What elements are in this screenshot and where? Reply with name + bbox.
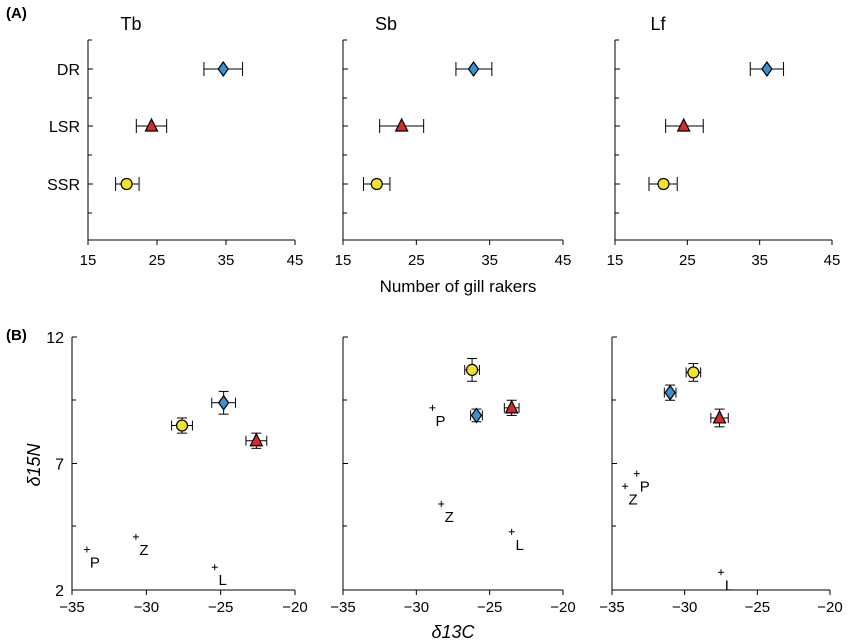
x-tick-label: −30 (134, 599, 159, 616)
data-point (504, 399, 519, 414)
x-tick-label: 15 (607, 252, 624, 269)
data-point (712, 409, 727, 424)
x-tick-label: 25 (408, 252, 425, 269)
x-axis-label: δ13C (431, 622, 475, 642)
isotope-point-triangle (503, 399, 520, 416)
data-point-dr (467, 60, 480, 78)
x-tick-label: 25 (149, 252, 166, 269)
prey-label: P (435, 413, 445, 430)
category-label-lsr: LSR (49, 119, 80, 136)
isotope-point-triangle (245, 432, 268, 449)
x-tick-label: −35 (599, 599, 624, 616)
data-point-ssr (370, 177, 383, 191)
prey-label: L (219, 572, 227, 589)
prey-label: Z (445, 509, 454, 526)
prey-z: Z (438, 500, 454, 526)
data-point (470, 407, 483, 424)
isotope-point-diamond (211, 390, 237, 415)
data-point-ssr (657, 177, 670, 191)
prey-label: Z (628, 491, 637, 508)
x-tick-label: −30 (404, 599, 429, 616)
y-tick-label: 12 (46, 330, 64, 347)
panel-label-b: (B) (6, 327, 27, 344)
gill-raker-panel-lf: Lf 15 25 35 45 (607, 14, 841, 269)
x-tick-label: −35 (330, 599, 355, 616)
data-point (664, 384, 676, 401)
x-tick-label: −35 (59, 599, 84, 616)
x-tick-label: −25 (477, 599, 502, 616)
isotope-point-circle (171, 417, 193, 434)
category-label-dr: DR (57, 62, 80, 79)
prey-label: Z (139, 542, 148, 559)
prey-p: P (429, 404, 445, 430)
category-label-ssr: SSR (47, 177, 80, 194)
isotope-point-triangle (710, 408, 729, 428)
gill-raker-panel-sb: Sb 15 25 35 45 Number of gill rakers (335, 14, 572, 296)
x-tick-label: −20 (282, 599, 307, 616)
data-point-dr (761, 60, 773, 78)
x-tick-label: 15 (80, 252, 97, 269)
x-tick-label: 35 (481, 252, 498, 269)
prey-l: L (211, 564, 227, 589)
isotope-panel-3: −35 −30 −25 −20 PZ L (599, 336, 843, 616)
panel-title: Sb (375, 14, 397, 34)
data-point (687, 366, 700, 379)
prey-label: P (640, 479, 650, 496)
data-point (465, 363, 479, 376)
isotope-point-diamond (663, 384, 677, 401)
data-point (175, 419, 189, 432)
x-tick-label: 35 (751, 252, 768, 269)
prey-p: P (633, 470, 650, 496)
x-tick-label: 45 (287, 252, 304, 269)
panel-label-a: (A) (6, 5, 27, 22)
prey-label: L (725, 577, 733, 594)
isotope-point-circle (464, 358, 480, 382)
x-tick-label: 25 (679, 252, 696, 269)
isotope-point-circle (685, 363, 702, 382)
x-tick-label: −20 (550, 599, 575, 616)
prey-l: L (508, 528, 524, 554)
x-tick-label: −30 (672, 599, 697, 616)
prey-l: L (718, 569, 733, 594)
x-axis-label: Number of gill rakers (380, 277, 537, 296)
x-tick-label: 45 (555, 252, 572, 269)
x-tick-label: 35 (218, 252, 235, 269)
panel-title: Tb (120, 14, 141, 34)
y-axis-label: δ15N (24, 442, 44, 486)
data-point-dr (217, 60, 229, 78)
x-tick-label: −20 (817, 599, 842, 616)
panel-title: Lf (650, 14, 666, 34)
data-point (249, 432, 264, 447)
data-point (217, 394, 230, 411)
prey-label: L (515, 537, 523, 554)
y-tick-label: 7 (55, 457, 64, 474)
isotope-point-diamond (470, 407, 483, 424)
gill-raker-panel-tb: Tb 15 25 35 45 DR LSR SSR (47, 14, 303, 269)
prey-z: Z (622, 483, 638, 508)
prey-p: P (83, 546, 100, 572)
data-point-ssr (120, 177, 133, 191)
x-tick-label: 45 (824, 252, 841, 269)
y-tick-label: 2 (55, 583, 64, 600)
x-tick-label: −25 (745, 599, 770, 616)
data-point-lsr (676, 117, 691, 132)
data-point-lsr (394, 117, 409, 132)
x-tick-label: −25 (208, 599, 233, 616)
data-point-lsr (144, 117, 159, 132)
prey-label: P (90, 555, 100, 572)
prey-z: Z (132, 533, 149, 559)
x-tick-label: 15 (335, 252, 352, 269)
